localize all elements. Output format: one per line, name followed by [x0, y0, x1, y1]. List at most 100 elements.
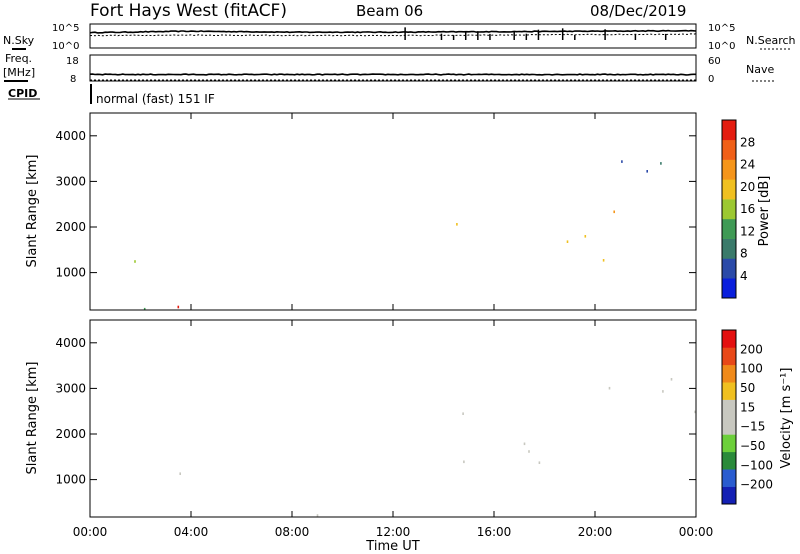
- noise-right-tick-top: 10^5: [708, 23, 735, 34]
- power-colorbar-swatch: [722, 199, 736, 220]
- data-cell: [670, 378, 673, 381]
- power-colorbar: 28 24 20 16 12 8 4: [721, 119, 755, 299]
- power-colorbar-swatch: [722, 139, 736, 160]
- series-line: [89, 33, 697, 37]
- power-colorbar-swatch: [722, 179, 736, 200]
- data-cell: [584, 235, 587, 238]
- data-cell: [538, 461, 541, 464]
- velocity-colorbar-label: Velocity [m s⁻¹]: [779, 368, 794, 469]
- noise-plot: [89, 27, 697, 40]
- velocity-colorbar-tick-label: −100: [740, 458, 773, 472]
- velocity-colorbar-tick-label: −15: [740, 420, 765, 434]
- power-colorbar-swatch: [722, 278, 736, 299]
- velocity-colorbar-swatch: [722, 469, 736, 487]
- freq-left-tick-bottom: 8: [70, 74, 76, 85]
- data-cell: [566, 240, 569, 243]
- velocity-y-axis: 4000 3000 2000 1000: [55, 336, 696, 487]
- data-cell: [660, 162, 662, 165]
- velocity-colorbar-swatch: [722, 330, 736, 348]
- y-tick-label: 3000: [55, 381, 86, 395]
- power-colorbar-swatch: [722, 159, 736, 180]
- x-tick-label: 16:00: [477, 525, 512, 539]
- velocity-colorbar-tick-label: 100: [740, 362, 763, 376]
- velocity-colorbar-swatch: [722, 347, 736, 366]
- x-tick-label: 00:00: [679, 525, 714, 539]
- velocity-panel-frame: [89, 319, 697, 518]
- velocity-colorbar-swatch: [722, 434, 736, 453]
- velocity-colorbar-tick-label: 50: [740, 381, 755, 395]
- data-cell: [134, 260, 136, 263]
- y-tick-label: 2000: [55, 220, 86, 234]
- freq-label-line1: Freq.: [5, 52, 32, 65]
- velocity-scatter: [179, 378, 696, 517]
- data-cell: [456, 223, 458, 226]
- y-tick-label: 1000: [55, 266, 86, 280]
- power-colorbar-tick-label: 20: [740, 180, 755, 194]
- velocity-colorbar-swatch: [722, 399, 736, 418]
- velocity-colorbar-tick-label: 15: [740, 400, 755, 414]
- series-line: [89, 29, 697, 34]
- power-panel-frame: [89, 112, 697, 311]
- data-cell: [179, 472, 181, 475]
- noise-left-tick-bottom: 10^0: [52, 41, 79, 52]
- velocity-ylabel: Slant Range [km]: [25, 362, 40, 475]
- plot-title: Fort Hays West (fitACF): [90, 1, 287, 21]
- y-tick-label: 1000: [55, 473, 86, 487]
- data-cell: [646, 170, 648, 173]
- data-cell: [602, 259, 605, 262]
- freq-panel-frame: [89, 54, 697, 82]
- power-y-axis: 4000 3000 2000 1000: [55, 129, 696, 280]
- y-tick-label: 3000: [55, 174, 86, 188]
- data-cell: [662, 390, 664, 393]
- data-cell: [177, 305, 180, 309]
- freq-label-line2: [MHz]: [3, 66, 35, 79]
- power-colorbar-label: Power [dB]: [757, 176, 772, 247]
- power-colorbar-tick-label: 24: [740, 158, 755, 172]
- freq-left-tick-top: 18: [66, 56, 79, 67]
- velocity-colorbar-swatch: [722, 417, 736, 435]
- noise-right-label: N.Search: [746, 34, 796, 47]
- power-colorbar-tick-label: 12: [740, 224, 755, 238]
- date-label: 08/Dec/2019: [590, 2, 686, 20]
- data-cell: [528, 450, 530, 453]
- velocity-colorbar-tick-label: −200: [740, 478, 773, 492]
- power-colorbar-swatch: [722, 218, 736, 239]
- x-tick-label: 08:00: [275, 525, 310, 539]
- data-cell: [613, 210, 615, 214]
- power-scatter: [134, 160, 662, 311]
- noise-left-label: N.Sky: [3, 34, 35, 47]
- y-tick-label: 4000: [55, 336, 86, 350]
- power-colorbar-swatch: [722, 238, 736, 259]
- power-colorbar-frame: [721, 119, 737, 299]
- power-colorbar-tick-label: 28: [740, 135, 755, 149]
- x-tick-label: 04:00: [174, 525, 209, 539]
- data-cell: [608, 386, 611, 390]
- velocity-colorbar-swatch: [722, 382, 736, 400]
- noise-panel-frame: [89, 23, 697, 49]
- nave-right-tick-top: 60: [708, 56, 721, 67]
- velocity-colorbar-swatch: [722, 364, 736, 383]
- noise-right-tick-bottom: 10^0: [708, 41, 735, 52]
- y-tick-label: 2000: [55, 427, 86, 441]
- power-ylabel: Slant Range [km]: [25, 155, 40, 268]
- x-tick-label: 00:00: [73, 525, 108, 539]
- data-cell: [143, 307, 146, 311]
- velocity-colorbar: 200 100 50 15 −15 −50 −100 −200: [721, 329, 773, 505]
- cpid-text: normal (fast) 151 IF: [96, 92, 215, 106]
- data-cell: [463, 460, 465, 464]
- beam-label: Beam 06: [356, 2, 423, 20]
- power-colorbar-swatch: [722, 258, 736, 279]
- velocity-colorbar-swatch: [722, 451, 736, 470]
- series-line: [89, 73, 696, 76]
- data-cell: [462, 412, 464, 415]
- velocity-colorbar-tick-label: −50: [740, 439, 765, 453]
- cpid-label: CPID: [8, 87, 37, 100]
- power-colorbar-tick-label: 8: [740, 247, 748, 261]
- y-tick-label: 4000: [55, 129, 86, 143]
- noise-left-tick-top: 10^5: [52, 23, 79, 34]
- velocity-colorbar-swatch: [722, 486, 736, 505]
- nave-right-tick-bottom: 0: [708, 74, 714, 85]
- data-cell: [694, 410, 696, 414]
- freq-plot: [89, 73, 696, 81]
